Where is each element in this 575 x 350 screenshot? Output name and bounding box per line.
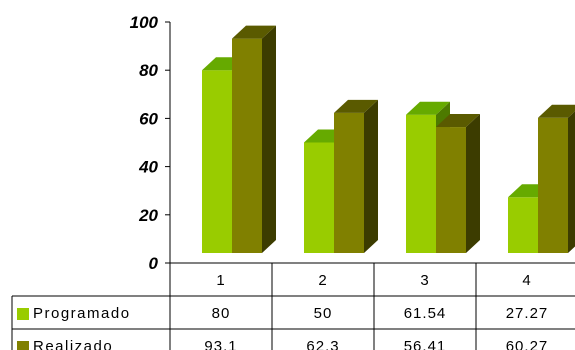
bar	[508, 197, 538, 253]
bar-side	[568, 111, 575, 253]
bar-side	[466, 114, 480, 253]
bar	[202, 70, 232, 253]
x-tick-label: 1	[216, 272, 225, 289]
bar-side	[262, 25, 276, 254]
bar	[406, 114, 436, 253]
x-tick-label: 3	[420, 272, 429, 289]
bar-top	[406, 101, 450, 115]
bar	[538, 117, 568, 253]
data-label: 62.3	[306, 338, 339, 350]
x-tick-label: 4	[522, 272, 531, 289]
bar	[334, 112, 364, 254]
bar-side	[364, 99, 378, 254]
legend-label: Realizado	[33, 338, 113, 350]
data-label: 61.54	[404, 305, 447, 322]
bar-top	[334, 99, 378, 113]
data-label: 60.27	[506, 338, 549, 350]
bar-top	[538, 104, 575, 118]
data-label: 93.1	[204, 338, 237, 350]
legend-label: Programado	[33, 305, 131, 322]
y-tick-label: 40	[138, 158, 158, 177]
bar-top	[436, 114, 480, 128]
bar	[436, 127, 466, 253]
bar-top	[232, 25, 276, 39]
legend-swatch	[17, 308, 29, 320]
y-tick-label: 80	[139, 61, 158, 80]
data-label: 27.27	[506, 305, 549, 322]
x-tick-label: 2	[318, 272, 327, 289]
bar	[232, 38, 262, 254]
y-tick-label: 60	[139, 109, 158, 128]
bar	[304, 142, 334, 253]
legend-swatch	[17, 341, 29, 350]
data-label: 80	[212, 305, 231, 322]
y-tick-label: 0	[149, 254, 159, 273]
y-tick-label: 100	[130, 13, 159, 32]
y-tick-label: 20	[138, 206, 158, 225]
data-label: 56.41	[404, 338, 447, 350]
data-label: 50	[314, 305, 333, 322]
